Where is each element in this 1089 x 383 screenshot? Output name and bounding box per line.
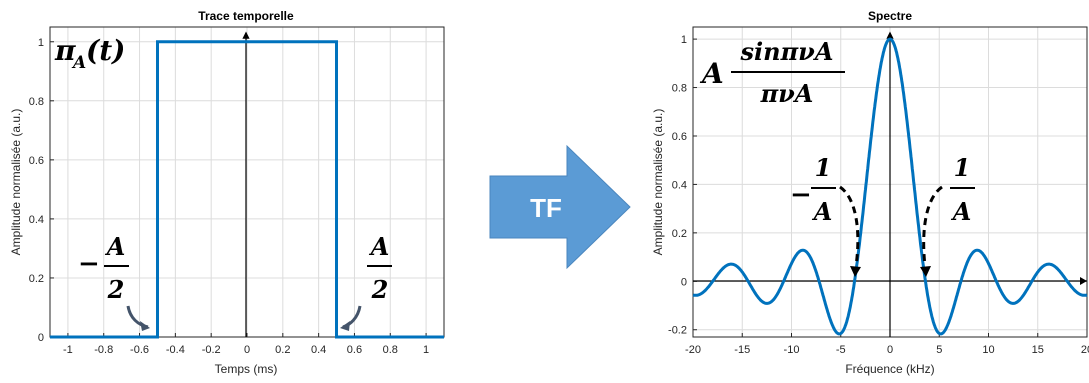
positive-zero-label: 1 A	[950, 153, 975, 226]
left-plot-ytick-label: 0	[38, 332, 44, 344]
positive-zero-pointer-arrow	[922, 185, 943, 267]
left-plot: Trace temporelle -1 -0.8 -0.6 -0.4 -0.2 0 0.2 0…	[9, 9, 445, 376]
right-plot: Spectre -20 -15 -10 -5 0 5 10 15 20 -0.2 0 0.2 0.4 0.…	[651, 9, 1089, 376]
right-edge-pointer-arrow	[342, 305, 362, 329]
right-edge-pointer-head	[340, 321, 350, 331]
right-plot-title: Spectre	[868, 9, 912, 23]
right-plot-xtick-label: 5	[936, 344, 942, 356]
negative-zero-numerator: 1	[815, 153, 832, 182]
right-plot-xtick-label: -15	[734, 344, 750, 356]
left-edge-pointer-arrow	[126, 305, 149, 329]
left-plot-xtick-label: -0.4	[166, 344, 185, 356]
left-plot-xtick-label: -0.6	[130, 344, 149, 356]
negative-zero-sign: −	[790, 180, 812, 210]
right-plot-horizontal-axis-head	[1080, 277, 1087, 285]
left-plot-ytick-label: 0.4	[29, 214, 44, 226]
left-plot-ytick-label: 0.6	[29, 155, 44, 167]
right-plot-ytick-label: 0.4	[672, 179, 687, 191]
right-plot-ytick-label: 0.2	[672, 228, 687, 240]
right-plot-xtick-label: 15	[1032, 344, 1044, 356]
left-edge-label: − A 2	[78, 232, 129, 304]
right-edge-numerator: A	[369, 232, 390, 261]
left-plot-xtick-label: 0.2	[275, 344, 290, 356]
right-plot-xtick-label: 20	[1081, 344, 1089, 356]
negative-zero-denominator: A	[812, 197, 833, 226]
left-plot-ylabel: Amplitude normalisée (a.u.)	[9, 109, 23, 256]
rect-pulse-curve	[50, 40, 444, 339]
negative-zero-pointer-head	[850, 266, 861, 277]
right-plot-xtick-label: -10	[784, 344, 800, 356]
negative-zero-pointer-arrow	[839, 185, 860, 267]
positive-zero-pointer-head	[920, 266, 931, 277]
pulse-function-symbol: π	[54, 34, 76, 67]
left-edge-denominator: 2	[107, 275, 125, 304]
left-plot-ytick-label: 0.8	[29, 96, 44, 108]
fourier-transform-arrow: TF	[489, 144, 631, 270]
left-plot-xtick-label: 1	[423, 344, 429, 356]
transform-arrow-label: TF	[530, 193, 562, 223]
left-plot-xtick-label: 0.6	[347, 344, 362, 356]
left-edge-sign: −	[78, 249, 100, 279]
right-plot-ylabel: Amplitude normalisée (a.u.)	[651, 109, 665, 256]
spectrum-formula: A sinπνA πνA	[699, 37, 845, 108]
left-edge-numerator: A	[105, 232, 126, 261]
right-plot-ytick-label: -0.2	[668, 325, 687, 337]
right-plot-xlabel: Fréquence (kHz)	[845, 362, 934, 376]
right-plot-xtick-label: 0	[887, 344, 893, 356]
left-plot-xlabel: Temps (ms)	[215, 362, 278, 376]
left-plot-xtick-label: -1	[63, 344, 73, 356]
pulse-function-argument: (t)	[86, 34, 125, 67]
left-plot-xtick-label: 0.4	[311, 344, 326, 356]
negative-zero-label: − 1 A	[790, 153, 836, 226]
right-plot-ytick-label: 1	[681, 34, 687, 46]
sinc-spectrum-curve	[692, 37, 1088, 336]
right-plot-xtick-label: 10	[982, 344, 994, 356]
positive-zero-numerator: 1	[954, 153, 971, 182]
left-plot-xtick-label: -0.2	[202, 344, 221, 356]
left-plot-xtick-label: -0.8	[94, 344, 113, 356]
left-plot-title: Trace temporelle	[198, 9, 294, 23]
right-plot-ytick-label: 0.8	[672, 83, 687, 95]
spectrum-formula-prefix: A	[699, 57, 724, 90]
spectrum-formula-denominator: πνA	[760, 79, 814, 108]
pulse-function-subscript: A	[71, 53, 86, 73]
right-plot-ytick-label: 0	[681, 276, 687, 288]
left-plot-ticks: -1 -0.8 -0.6 -0.4 -0.2 0 0.2 0.4 0.6 0.8 1 0 0.2 0.4 0…	[29, 37, 429, 356]
transform-arrow-shape	[489, 144, 631, 270]
left-edge-pointer-head	[140, 321, 150, 331]
left-plot-ytick-label: 0.2	[29, 273, 44, 285]
left-plot-xtick-label: 0	[244, 344, 250, 356]
right-plot-xtick-label: -5	[836, 344, 846, 356]
left-plot-ytick-label: 1	[38, 37, 44, 49]
right-plot-xtick-label: -20	[685, 344, 701, 356]
spectrum-formula-numerator: sinπνA	[740, 37, 834, 66]
right-edge-denominator: 2	[371, 275, 389, 304]
pulse-function-label: π A (t)	[54, 34, 125, 73]
right-edge-label: A 2	[367, 232, 392, 304]
left-plot-xtick-label: 0.8	[383, 344, 398, 356]
positive-zero-denominator: A	[951, 197, 972, 226]
right-plot-ytick-label: 0.6	[672, 131, 687, 143]
